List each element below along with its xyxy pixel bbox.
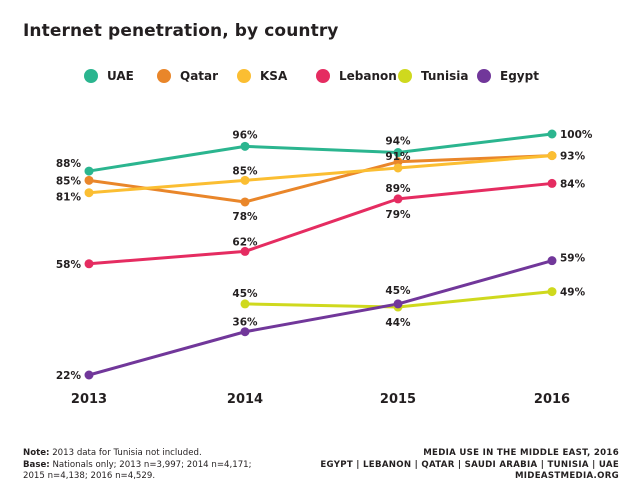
data-label-tunisia-2014: 45% — [232, 288, 258, 300]
data-point-lebanon-2015 — [393, 194, 403, 204]
data-label-egypt-2015: 45% — [385, 285, 411, 297]
source-title: MEDIA USE IN THE MIDDLE EAST, 2016 — [423, 448, 619, 458]
x-tick-label-2015: 2015 — [380, 392, 416, 407]
series-line-ksa — [88, 154, 553, 195]
chart-legend: UAE Qatar KSA Lebanon Tunisia Egypt — [0, 0, 640, 100]
data-label-uae-2013: 88% — [56, 158, 82, 170]
data-point-uae-2015 — [393, 148, 403, 158]
series-line-uae — [88, 132, 553, 173]
legend-item-ksa: KSA — [237, 69, 287, 83]
series-line-lebanon — [88, 181, 553, 266]
chart-title: Internet penetration, by country — [23, 21, 339, 41]
base-label: Base: — [23, 459, 50, 470]
legend-item-lebanon: Lebanon — [316, 69, 397, 83]
legend-marker-tunisia — [398, 69, 412, 83]
data-point-uae-2016 — [547, 129, 557, 139]
footer-notes: Note: 2013 data for Tunisia not included… — [23, 448, 252, 483]
data-label-lebanon-2015: 79% — [385, 209, 411, 221]
data-label-qatar-2014: 78% — [232, 211, 258, 223]
data-label-tunisia-2015: 44% — [385, 317, 411, 329]
data-label-egypt-2014: 36% — [232, 317, 258, 329]
data-point-egypt-2016 — [547, 256, 557, 266]
data-point-ksa-2016 — [547, 151, 557, 161]
data-point-uae-2013 — [84, 166, 94, 176]
legend-item-qatar: Qatar — [157, 69, 218, 83]
legend-item-tunisia: Tunisia — [398, 69, 468, 83]
data-point-lebanon-2016 — [547, 178, 557, 188]
data-label-ksa-2013: 81% — [56, 192, 82, 204]
data-label-uae-2016: 100% — [560, 129, 593, 141]
data-point-qatar-2015 — [393, 157, 403, 167]
source-countries: EGYPT | LEBANON | QATAR | SAUDI ARABIA |… — [320, 459, 619, 470]
series-line-qatar — [88, 154, 553, 204]
note-label: Note: — [23, 448, 50, 458]
data-point-qatar-2013 — [84, 175, 94, 185]
source-website: MIDEASTMEDIA.ORG — [514, 471, 619, 481]
series-line-egypt — [88, 259, 553, 377]
data-label-lebanon-2014: 62% — [232, 236, 258, 248]
data-label-egypt-2016: 59% — [560, 253, 586, 265]
legend-label-qatar: Qatar — [180, 69, 219, 83]
legend-marker-ksa — [237, 69, 251, 83]
data-point-ksa-2013 — [84, 188, 94, 198]
base-text-continued: 2015 n=4,138; 2016 n=4,529. — [23, 471, 156, 481]
data-point-ksa-2014 — [240, 175, 250, 185]
data-label-lebanon-2016: 84% — [560, 178, 586, 190]
data-label-lebanon-2013: 58% — [56, 259, 82, 271]
data-label-egypt-2013: 22% — [56, 370, 82, 382]
data-point-tunisia-2016 — [547, 287, 557, 297]
legend-marker-egypt — [477, 69, 491, 83]
data-point-egypt-2013 — [84, 370, 94, 380]
base-text: Nationals only; 2013 n=3,997; 2014 n=4,1… — [52, 459, 252, 470]
legend-label-ksa: KSA — [260, 69, 288, 83]
note-text: 2013 data for Tunisia not included. — [52, 448, 202, 458]
legend-label-egypt: Egypt — [500, 69, 539, 83]
data-point-egypt-2014 — [240, 327, 250, 337]
legend-label-uae: UAE — [107, 69, 134, 83]
data-label-qatar-2013: 85% — [56, 175, 82, 187]
line-chart: 2013 2014 2015 2016 88% 96% 94% 100% 85% 78% 91% 81… — [56, 129, 593, 407]
legend-item-uae: UAE — [84, 69, 134, 83]
data-point-tunisia-2014 — [240, 299, 250, 309]
legend-item-egypt: Egypt — [477, 69, 539, 83]
legend-label-lebanon: Lebanon — [339, 69, 397, 83]
data-label-ksa-2016: 93% — [560, 151, 586, 163]
x-tick-label-2014: 2014 — [227, 392, 263, 407]
legend-label-tunisia: Tunisia — [421, 69, 469, 83]
legend-marker-lebanon — [316, 69, 330, 83]
data-point-egypt-2015 — [393, 299, 403, 309]
data-point-lebanon-2013 — [84, 259, 94, 269]
x-tick-label-2016: 2016 — [534, 392, 570, 407]
x-tick-label-2013: 2013 — [71, 392, 107, 407]
data-label-ksa-2015: 89% — [385, 183, 411, 195]
data-point-uae-2014 — [240, 141, 250, 151]
footer-source: MEDIA USE IN THE MIDDLE EAST, 2016 EGYPT… — [320, 448, 619, 483]
data-point-lebanon-2014 — [240, 246, 250, 256]
legend-marker-qatar — [157, 69, 171, 83]
data-label-qatar-2015: 91% — [385, 151, 411, 163]
data-label-tunisia-2016: 49% — [560, 287, 586, 299]
data-label-ksa-2014: 85% — [232, 165, 258, 177]
data-label-uae-2015: 94% — [385, 136, 411, 148]
legend-marker-uae — [84, 69, 98, 83]
data-point-qatar-2014 — [240, 197, 250, 207]
data-point-ksa-2015 — [393, 163, 403, 173]
data-label-uae-2014: 96% — [232, 129, 258, 141]
